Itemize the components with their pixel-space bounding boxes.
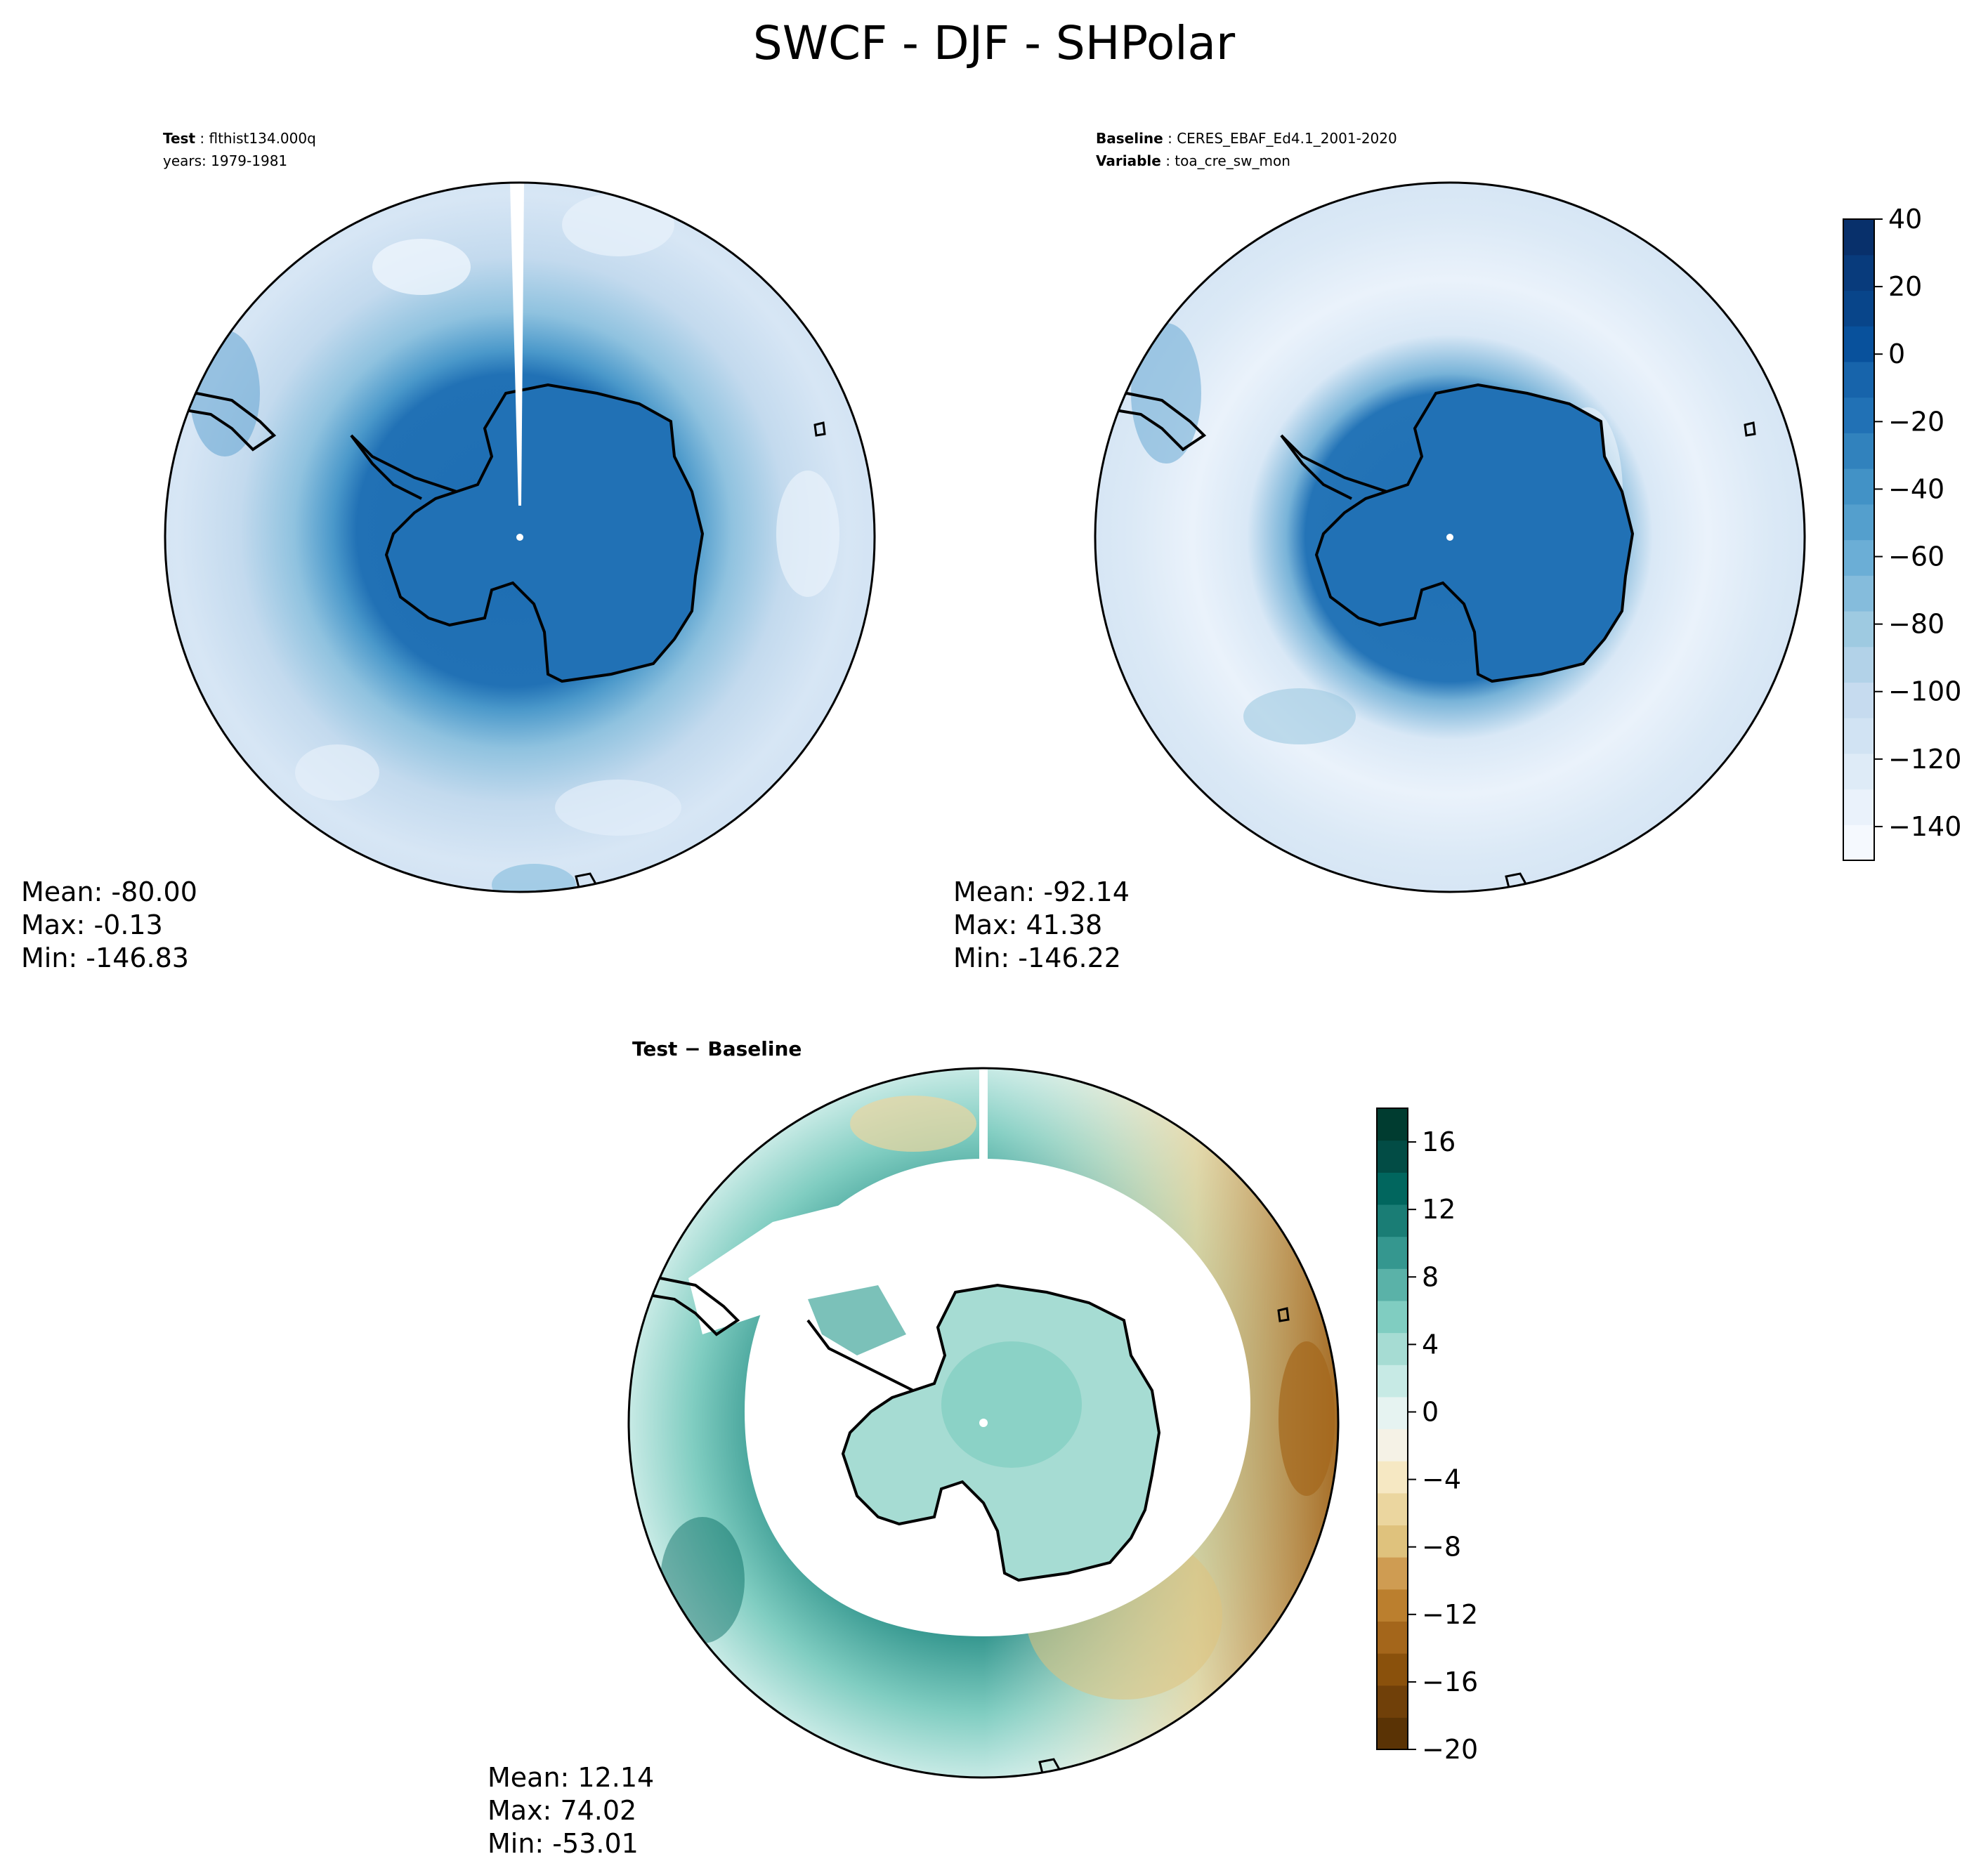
diff-colorbar-tick-label: −4 xyxy=(1422,1464,1461,1495)
baseline-map xyxy=(1095,183,1805,892)
main-colorbar-segment xyxy=(1843,504,1874,541)
diff-colorbar-tick-label: 0 xyxy=(1422,1396,1439,1427)
diff-colorbar-segment xyxy=(1377,1653,1408,1686)
diff-colorbar-segment xyxy=(1377,1685,1408,1718)
diff-colorbar-segment xyxy=(1377,1300,1408,1334)
diff-colorbar-segment xyxy=(1377,1621,1408,1654)
diff-colorbar-segment xyxy=(1377,1525,1408,1558)
diff-label: Test − Baseline xyxy=(632,1037,802,1060)
main-colorbar-segment xyxy=(1843,753,1874,790)
diff-colorbar-segment xyxy=(1377,1204,1408,1237)
diff-map xyxy=(629,1068,1338,1777)
main-colorbar-segment xyxy=(1843,682,1874,718)
main-colorbar-segment xyxy=(1843,397,1874,433)
diff-colorbar-tick-label: −20 xyxy=(1422,1734,1478,1765)
diff-colorbar-tick-label: 8 xyxy=(1422,1261,1439,1292)
diff-colorbar-segment xyxy=(1377,1365,1408,1398)
main-colorbar-tick-label: −60 xyxy=(1888,541,1944,572)
diff-colorbar-tick-label: −16 xyxy=(1422,1667,1478,1697)
main-colorbar-segment xyxy=(1843,646,1874,683)
main-colorbar-segment xyxy=(1843,610,1874,648)
main-colorbar-tick-label: −120 xyxy=(1888,744,1961,775)
main-colorbar-segment xyxy=(1843,254,1874,291)
diff-colorbar-segment xyxy=(1377,1140,1408,1173)
main-colorbar-segment xyxy=(1843,789,1874,825)
main-colorbar-tick-label: 20 xyxy=(1888,271,1922,302)
diff-colorbar-segment xyxy=(1377,1172,1408,1205)
test-map xyxy=(165,183,875,892)
diff-colorbar-tick-label: 4 xyxy=(1422,1329,1439,1360)
main-colorbar-tick-label: −40 xyxy=(1888,473,1944,504)
figure-title: SWCF - DJF - SHPolar xyxy=(753,16,1236,70)
test-years: years: 1979-1981 xyxy=(163,152,287,169)
main-colorbar-tick-label: −20 xyxy=(1888,406,1944,437)
diff-colorbar-segment xyxy=(1377,1461,1408,1494)
diff-colorbar-segment xyxy=(1377,1396,1408,1430)
main-colorbar-segment xyxy=(1843,361,1874,398)
main-colorbar-segment xyxy=(1843,824,1874,861)
diff-colorbar-tick-label: −12 xyxy=(1422,1599,1478,1630)
main-colorbar-segment xyxy=(1843,468,1874,505)
diff-colorbar-tick-label: −8 xyxy=(1422,1532,1461,1563)
main-colorbar-tick-label: −100 xyxy=(1888,676,1961,707)
diff-colorbar-segment xyxy=(1377,1589,1408,1622)
main-colorbar-frame xyxy=(1843,218,1875,861)
baseline-mean: Mean: -92.14 xyxy=(953,876,1130,907)
main-colorbar-segment xyxy=(1843,326,1874,362)
main-colorbar-tick-label: 0 xyxy=(1888,339,1905,369)
diff-max: Max: 74.02 xyxy=(488,1795,636,1826)
main-colorbar-tick-label: 40 xyxy=(1888,204,1922,235)
diff-colorbar-segment xyxy=(1377,1717,1408,1750)
main-colorbar-segment xyxy=(1843,539,1874,576)
diff-colorbar-segment xyxy=(1377,1428,1408,1461)
main-colorbar-segment xyxy=(1843,290,1874,327)
diff-colorbar: 16 12 8 4 0 −4 −8 −12 −16 −20 xyxy=(1376,1108,1478,1765)
test-label: Test : flthist134.000q xyxy=(163,130,316,147)
main-colorbar-tick-label: −80 xyxy=(1888,609,1944,640)
main-colorbar: 40 20 0 −20 −40 −60 −80 −100 −120 −140 xyxy=(1843,204,1961,861)
test-max: Max: -0.13 xyxy=(21,909,163,940)
test-min: Min: -146.83 xyxy=(21,942,189,973)
baseline-label: Baseline : CERES_EBAF_Ed4.1_2001-2020 xyxy=(1096,130,1397,147)
diff-colorbar-tick-label: 12 xyxy=(1422,1194,1456,1225)
diff-min: Min: -53.01 xyxy=(488,1828,639,1859)
main-colorbar-segment xyxy=(1843,219,1874,256)
diff-colorbar-segment xyxy=(1377,1557,1408,1590)
main-colorbar-segment xyxy=(1843,433,1874,469)
main-colorbar-segment xyxy=(1843,575,1874,612)
diff-colorbar-segment xyxy=(1377,1332,1408,1365)
baseline-variable: Variable : toa_cre_sw_mon xyxy=(1096,152,1290,169)
diff-panel: Test − Baseline Mean: 12. xyxy=(488,1037,1340,1859)
diff-colorbar-segment xyxy=(1377,1492,1408,1526)
baseline-min: Min: -146.22 xyxy=(953,942,1121,973)
diff-colorbar-tick-label: 16 xyxy=(1422,1126,1456,1157)
diff-mean: Mean: 12.14 xyxy=(488,1762,654,1793)
main-colorbar-tick-label: −140 xyxy=(1888,811,1961,842)
baseline-panel: Baseline : CERES_EBAF_Ed4.1_2001-2020 Va… xyxy=(953,130,1806,973)
baseline-max: Max: 41.38 xyxy=(953,909,1102,940)
test-panel: Test : flthist134.000q years: 1979-1981 xyxy=(21,130,876,973)
diff-colorbar-segment xyxy=(1377,1236,1408,1269)
test-mean: Mean: -80.00 xyxy=(21,876,197,907)
main-colorbar-segment xyxy=(1843,718,1874,754)
diff-colorbar-segment xyxy=(1377,1108,1408,1141)
diff-colorbar-segment xyxy=(1377,1268,1408,1301)
diff-colorbar-frame xyxy=(1376,1108,1408,1750)
